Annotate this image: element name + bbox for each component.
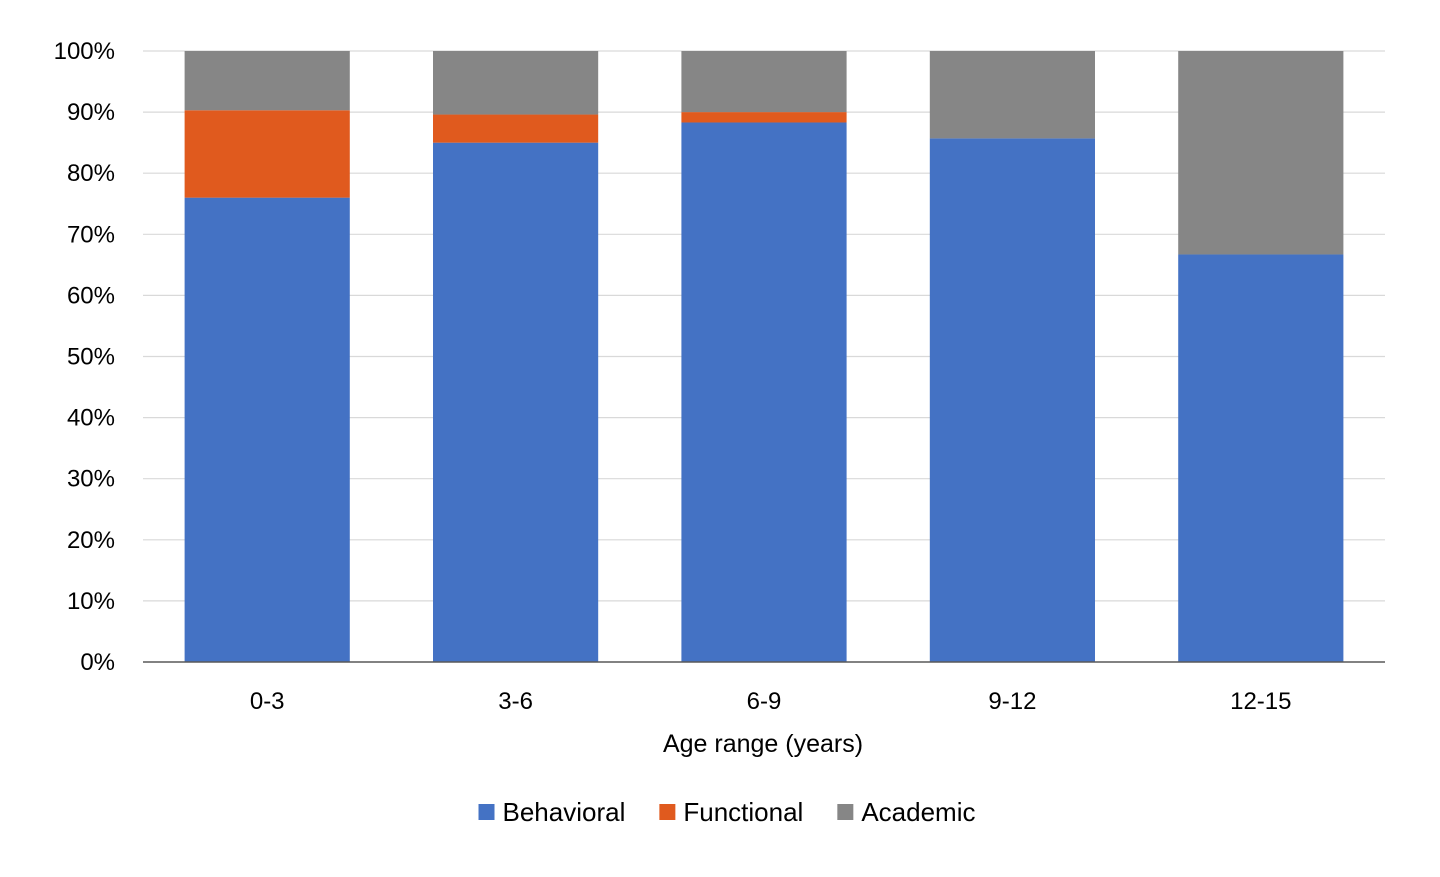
y-tick-label: 20% <box>67 527 115 554</box>
y-tick-label: 50% <box>67 344 115 371</box>
bar-segment-behavioral <box>681 122 847 662</box>
y-tick-label: 80% <box>67 160 115 187</box>
y-tick-label: 70% <box>67 221 115 248</box>
bar-segment-academic <box>184 51 350 111</box>
legend: Behavioral Functional Academic <box>478 797 975 827</box>
bars <box>184 51 1344 663</box>
legend-item-academic: Academic <box>837 797 975 827</box>
x-tick-label: 9-12 <box>988 688 1036 715</box>
bar-segment-behavioral <box>433 142 599 662</box>
y-tick-label: 60% <box>67 282 115 309</box>
legend-swatch <box>478 804 495 820</box>
legend-label: Academic <box>861 797 975 827</box>
legend-item-functional: Functional <box>659 797 803 827</box>
bar-segment-behavioral <box>929 138 1095 663</box>
bar-segment-academic <box>1178 51 1344 255</box>
y-tick-label: 90% <box>67 99 115 126</box>
bar-segment-behavioral <box>1178 254 1344 662</box>
legend-label: Behavioral <box>503 797 626 827</box>
y-tick-label: 30% <box>67 466 115 493</box>
bar-segment-behavioral <box>184 197 350 662</box>
bar-segment-academic <box>681 51 847 113</box>
bar-segment-academic <box>433 51 599 115</box>
x-tick-label: 12-15 <box>1230 688 1291 715</box>
bar-segment-functional <box>184 110 350 198</box>
bar-segment-functional <box>433 114 599 143</box>
legend-label: Functional <box>683 797 803 827</box>
y-tick-label: 10% <box>67 588 115 615</box>
legend-swatch <box>659 804 676 820</box>
legend-item-behavioral: Behavioral <box>478 797 626 827</box>
y-tick-label: 40% <box>67 405 115 432</box>
y-tick-label: 100% <box>54 38 115 65</box>
bar-segment-academic <box>929 51 1095 139</box>
x-axis-title: Age range (years) <box>663 730 863 758</box>
x-tick-label: 0-3 <box>250 688 285 715</box>
x-tick-label: 6-9 <box>747 688 782 715</box>
x-tick-label: 3-6 <box>498 688 533 715</box>
y-axis-tick-labels: 0% 10% 20% 30% 40% 50% 60% 70% 80% 90% 100% <box>54 38 115 676</box>
legend-swatch <box>837 804 854 820</box>
x-axis-tick-labels: 0-3 3-6 6-9 9-12 12-15 <box>250 688 1292 715</box>
y-tick-label: 0% <box>80 649 115 676</box>
bar-segment-functional <box>681 112 847 123</box>
